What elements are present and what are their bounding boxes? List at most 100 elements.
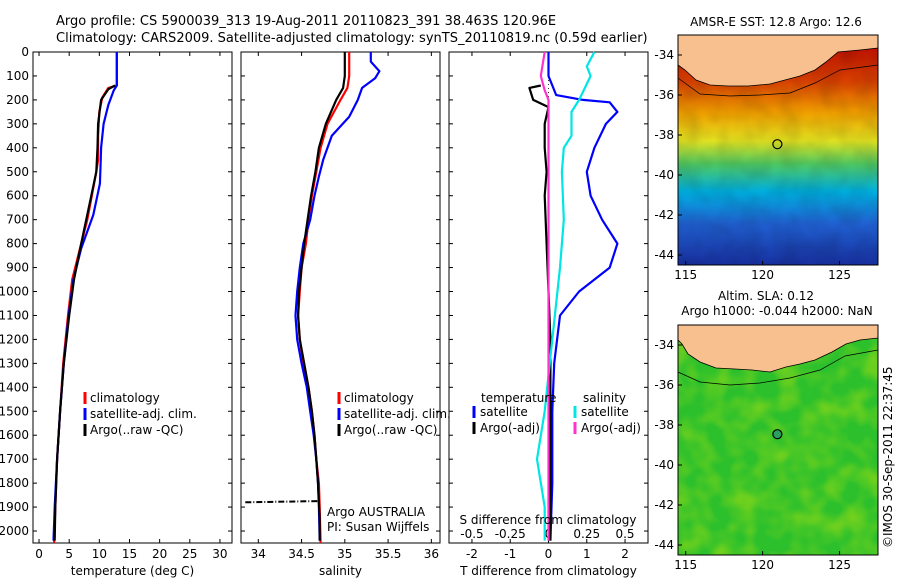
x-tick-label: 36	[424, 547, 439, 561]
legend-label-s-satellite: satellite	[581, 405, 629, 419]
coastline-land	[677, 34, 879, 87]
lat-tick-label: -34	[654, 48, 674, 62]
depth-tick-label: 1100	[0, 308, 29, 322]
x-tick-label: 34	[251, 547, 266, 561]
series-line-argo-raw-qc	[53, 84, 116, 541]
legend-label-climatology: climatology	[90, 391, 160, 405]
x-tick-label: -2	[466, 547, 478, 561]
legend-label-argo: Argo(..raw -QC)	[344, 423, 437, 437]
series-line-satellite	[547, 52, 619, 541]
temperature-panel: 0 5 10 15 20 25 30 temperature (deg C)	[32, 51, 233, 578]
sla-map-title: Altim. SLA: 0.12	[718, 289, 814, 303]
lat-tick-label: -36	[654, 88, 674, 102]
depth-tick-label: 1300	[0, 356, 29, 370]
plot-frame	[32, 51, 233, 544]
depth-tick-label: 500	[6, 165, 29, 179]
sla-map-axes: 115 120 125 -34 -36 -38 -40 -42 -44	[654, 338, 851, 572]
float-annotation: Argo AUSTRALIA	[327, 505, 426, 519]
figure-title-line1: Argo profile: CS 5900039_313 19-Aug-2011…	[56, 14, 556, 29]
figure-title-line2: Climatology: CARS2009. Satellite-adjuste…	[56, 31, 648, 46]
x-tick-label: 1	[583, 547, 591, 561]
depth-tick-label: 1200	[0, 332, 29, 346]
salinity-panel: 34 34.5 35 35.5 36 salinity	[240, 51, 441, 578]
depth-tick-label: 600	[6, 189, 29, 203]
legend-label-s-argo: Argo(-adj)	[581, 421, 641, 435]
temperature-legend: climatology satellite-adj. clim. Argo(..…	[83, 391, 197, 437]
depth-tick-label: 1500	[0, 404, 29, 418]
depth-tick-label: 400	[6, 141, 29, 155]
difference-panel: -2 -1 0 1 2 T difference from climatology -0.5…	[448, 51, 649, 578]
shelf-contour	[677, 349, 879, 386]
lon-tick-label: 125	[828, 558, 851, 572]
x-tick-label: 0	[35, 547, 43, 561]
depth-tick-label: 900	[6, 261, 29, 275]
x-tick-label: 30	[212, 547, 227, 561]
x-tick-label: -1	[504, 547, 516, 561]
lon-tick-label: 115	[674, 268, 697, 282]
lat-tick-label: -42	[654, 208, 674, 222]
depth-tick-label: 200	[6, 93, 29, 107]
x-tick-label: 2	[621, 547, 629, 561]
x-tick-label: 10	[92, 547, 107, 561]
depth-tick-label: 1800	[0, 476, 29, 490]
plot-frame	[240, 51, 441, 544]
coastline-land	[677, 324, 879, 373]
series-line-argo-raw-qc	[297, 52, 346, 541]
sla-frame	[677, 324, 879, 556]
lat-tick-label: -40	[654, 458, 674, 472]
legend-label-satellite: satellite-adj. clim.	[344, 407, 451, 421]
legend-label-argo: Argo(..raw -QC)	[90, 423, 183, 437]
lon-tick-label: 125	[828, 268, 851, 282]
lon-tick-label: 120	[751, 558, 774, 572]
depth-tick-label: 1700	[0, 452, 29, 466]
pi-annotation: PI: Susan Wijffels	[327, 520, 429, 534]
lat-tick-label: -38	[654, 128, 674, 142]
depth-tick-label: 700	[6, 213, 29, 227]
series-line-segment	[245, 500, 319, 504]
depth-tick-label: 100	[6, 69, 29, 83]
x-tick-label: 15	[122, 547, 137, 561]
lat-tick-label: -44	[654, 538, 674, 552]
x-tick-label: 35.5	[375, 547, 402, 561]
sla-map: Altim. SLA: 0.12 Argo h1000: -0.044 h200…	[654, 289, 879, 572]
lat-tick-label: -40	[654, 168, 674, 182]
series-line-argo-adj	[539, 51, 550, 541]
x-tick-label: 35	[337, 547, 352, 561]
x-tick-label: 25	[182, 547, 197, 561]
depth-tick-label: 1900	[0, 500, 29, 514]
argo-position-marker	[772, 429, 783, 440]
lon-tick-label: 115	[674, 558, 697, 572]
depth-tick-label: 1400	[0, 380, 29, 394]
x-tick-label: 34.5	[288, 547, 315, 561]
depth-tick-label: 800	[6, 237, 29, 251]
s-diff-tick-label: 0.5	[615, 527, 634, 541]
lat-tick-label: -42	[654, 498, 674, 512]
lat-tick-label: -44	[654, 248, 674, 262]
lat-tick-label: -38	[654, 418, 674, 432]
shelf-contour	[677, 64, 879, 97]
s-diff-tick-label: -0.25	[495, 527, 526, 541]
legend-title-salinity: salinity	[583, 391, 626, 405]
depth-tick-label: 300	[6, 117, 29, 131]
salinity-legend: climatology satellite-adj. clim. Argo(..…	[327, 391, 451, 534]
x-tick-label: 5	[65, 547, 73, 561]
x-axis-label: T difference from climatology	[459, 564, 637, 578]
difference-legend: temperature salinity satellite Argo(-adj…	[460, 391, 641, 527]
lon-tick-label: 120	[751, 268, 774, 282]
s-diff-axis-title: S difference from climatology	[460, 513, 637, 527]
sst-map-title: AMSR-E SST: 12.8 Argo: 12.6	[690, 15, 862, 29]
x-tick-label: 20	[152, 547, 167, 561]
depth-tick-label: 0	[21, 45, 29, 59]
legend-label-t-argo: Argo(-adj)	[480, 421, 540, 435]
series-line-satellite	[535, 51, 596, 541]
depth-tick-label: 1600	[0, 428, 29, 442]
x-tick-label: 0	[545, 547, 553, 561]
depth-axis: 0 100 200 300 400 500 600 700 800 900 1000 1100 1200…	[0, 45, 29, 538]
depth-tick-label: 1000	[0, 285, 29, 299]
argo-position-marker	[772, 139, 783, 150]
legend-label-t-satellite: satellite	[480, 405, 528, 419]
sst-map: AMSR-E SST: 12.8 Argo: 12.6 115 120 125 -34…	[654, 15, 879, 282]
lat-tick-label: -36	[654, 378, 674, 392]
s-diff-tick-label: -0.5	[460, 527, 483, 541]
